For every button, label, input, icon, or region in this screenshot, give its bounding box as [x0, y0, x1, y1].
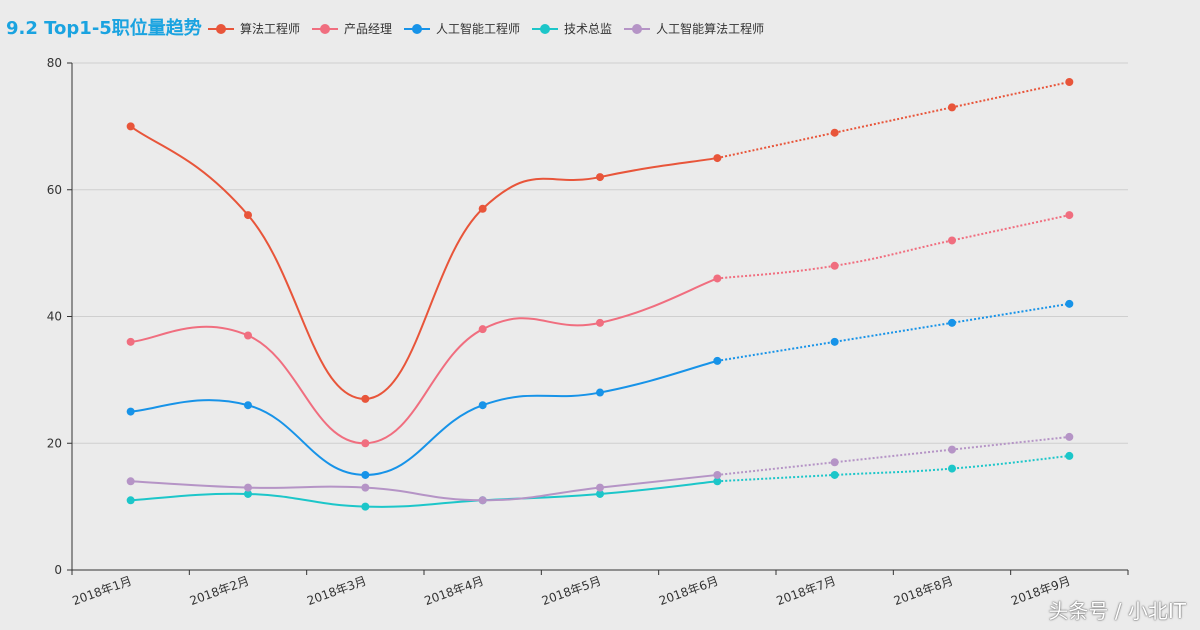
- y-tick-label: 60: [47, 183, 62, 197]
- data-point: [126, 477, 135, 486]
- legend-item-algorithm-engineer[interactable]: 算法工程师: [208, 20, 300, 37]
- data-point: [830, 128, 839, 137]
- data-point: [126, 337, 135, 346]
- series-line-forecast: [717, 302, 1070, 362]
- legend-label: 产品经理: [344, 22, 393, 36]
- series-line-forecast: [717, 81, 1070, 160]
- data-point: [244, 211, 252, 220]
- data-point: [1065, 451, 1074, 460]
- x-tick-label: 2018年2月: [188, 574, 251, 608]
- y-tick-label: 40: [47, 310, 62, 324]
- series-line-actual: [130, 359, 718, 476]
- legend-item-ai-engineer[interactable]: 人工智能工程师: [404, 20, 520, 37]
- y-tick-label: 20: [47, 436, 62, 450]
- data-point: [126, 122, 135, 131]
- data-point: [126, 496, 135, 505]
- x-tick-label: 2018年6月: [657, 574, 720, 608]
- data-point: [830, 470, 839, 479]
- series-line-forecast: [717, 454, 1070, 483]
- legend-item-tech-director[interactable]: 技术总监: [532, 20, 612, 37]
- data-point: [830, 458, 839, 467]
- data-point: [361, 439, 370, 448]
- data-point: [478, 496, 487, 505]
- data-point: [713, 154, 722, 163]
- x-tick-label: 2018年8月: [892, 574, 955, 608]
- x-tick-label: 2018年4月: [422, 574, 485, 608]
- data-point: [596, 483, 604, 492]
- data-point: [361, 502, 370, 511]
- data-point: [361, 470, 370, 479]
- x-tick-label: 2018年1月: [70, 574, 133, 608]
- x-tick-label: 2018年3月: [305, 574, 368, 608]
- data-point: [126, 407, 135, 416]
- series-line-actual: [130, 480, 718, 508]
- legend-label: 人工智能工程师: [436, 22, 521, 36]
- series-line-forecast: [717, 435, 1070, 476]
- y-tick-label: 0: [54, 563, 62, 577]
- y-tick-label: 80: [47, 56, 62, 70]
- data-point: [713, 477, 722, 486]
- legend-label: 算法工程师: [240, 22, 301, 36]
- data-point: [244, 489, 252, 498]
- legend-marker: [532, 23, 559, 34]
- legend-marker: [312, 23, 339, 34]
- data-point: [948, 236, 956, 245]
- data-point: [596, 318, 604, 327]
- data-point: [478, 204, 487, 213]
- data-point: [948, 103, 956, 112]
- x-tick-label: 2018年5月: [540, 574, 603, 608]
- data-point: [596, 489, 604, 498]
- series-line-actual: [130, 277, 718, 445]
- data-point: [244, 331, 252, 340]
- series-line-forecast: [717, 214, 1070, 280]
- data-point: [1065, 78, 1074, 87]
- data-point: [830, 261, 839, 270]
- data-point: [244, 401, 252, 410]
- data-point: [948, 464, 956, 473]
- data-point: [244, 483, 252, 492]
- legend-item-product-manager[interactable]: 产品经理: [312, 20, 392, 37]
- data-point: [948, 318, 956, 327]
- watermark: 头条号 / 小北IT: [1048, 599, 1186, 623]
- data-point: [478, 401, 487, 410]
- data-point: [1065, 299, 1074, 308]
- legend-item-ai-algorithm-engineer[interactable]: 人工智能算法工程师: [624, 20, 764, 37]
- data-point: [713, 470, 722, 479]
- legend-label: 人工智能算法工程师: [656, 22, 765, 36]
- data-point: [713, 356, 722, 365]
- legend-marker: [624, 23, 651, 34]
- data-point: [713, 274, 722, 283]
- data-point: [596, 173, 604, 182]
- chart-legend: 算法工程师 产品经理 人工智能工程师 技术总监 人工智能算法工程师: [208, 20, 764, 37]
- series-line-actual: [130, 125, 718, 400]
- data-point: [1065, 432, 1074, 441]
- data-point: [596, 388, 604, 397]
- data-point: [361, 394, 370, 403]
- data-point: [478, 325, 487, 334]
- chart-title: 9.2 Top1-5职位量趋势: [6, 18, 202, 39]
- data-point: [948, 445, 956, 454]
- legend-marker: [404, 23, 431, 34]
- data-point: [830, 337, 839, 346]
- legend-label: 技术总监: [564, 22, 613, 36]
- series-line-actual: [130, 473, 718, 502]
- legend-marker: [208, 23, 234, 34]
- data-point: [1065, 211, 1074, 220]
- x-tick-label: 2018年7月: [774, 574, 837, 608]
- data-point: [361, 483, 370, 492]
